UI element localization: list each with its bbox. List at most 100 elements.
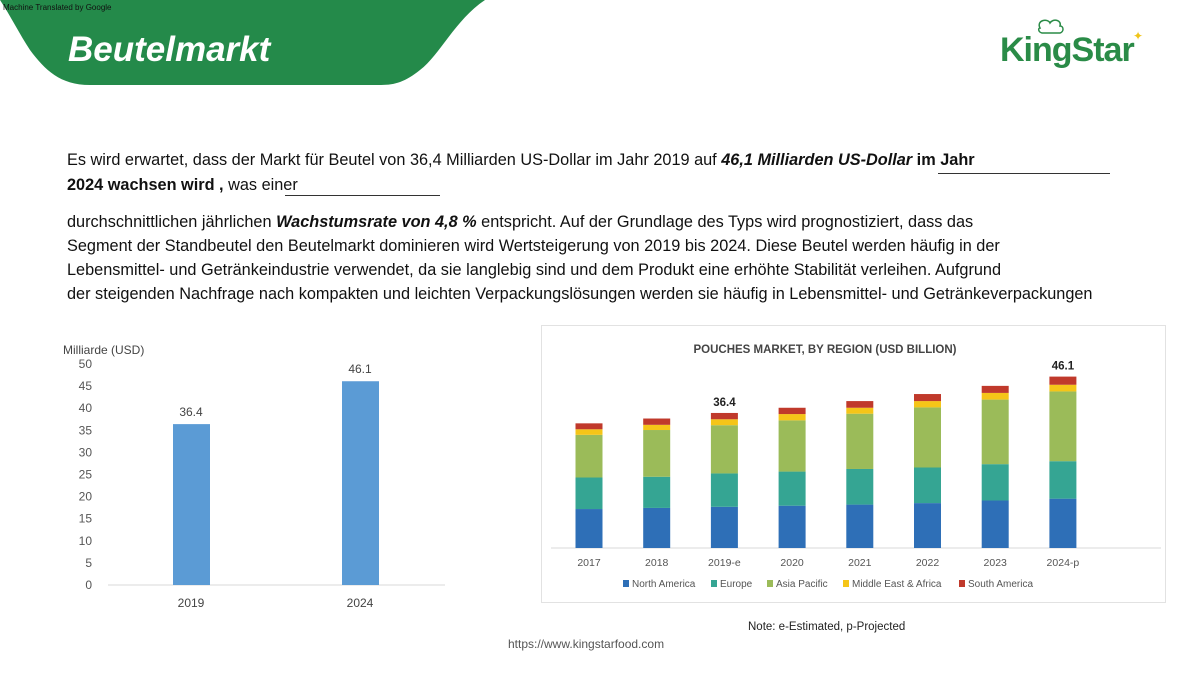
legend-swatch: [959, 580, 965, 587]
para-line-3: Lebensmittel- und Getränkeindustrie verw…: [67, 261, 1002, 279]
segment-middle-east-africa-2018: [643, 424, 671, 431]
segment-north-america-2020: [778, 505, 806, 548]
x-tick-label: 2019-e: [708, 557, 741, 569]
total-annotation: 36.4: [713, 397, 736, 409]
segment-middle-east-africa-2017: [575, 429, 603, 435]
segment-north-america-2022: [914, 503, 941, 548]
legend-entry: South America: [968, 579, 1033, 590]
segment-south-america-2024-p: [1049, 376, 1077, 385]
y-tick-label: 0: [85, 578, 92, 592]
segment-south-america-2018: [643, 418, 671, 425]
machine-translated-label: Machine Translated by Google: [3, 3, 112, 12]
x-tick-label: 2023: [984, 557, 1008, 569]
segment-middle-east-africa-2024-p: [1049, 384, 1077, 392]
text: Es wird erwartet, dass der Markt für Beu…: [67, 151, 722, 169]
intro-line-2: 2024 wachsen wird , was einer: [67, 176, 298, 195]
legend-swatch: [711, 580, 717, 587]
emphasis-rate: Wachstumsrate von 4,8 %: [276, 213, 477, 231]
legend-swatch: [843, 580, 849, 587]
segment-south-america-2021: [846, 401, 874, 408]
y-tick-label: 30: [79, 445, 93, 459]
segment-europe-2024-p: [1049, 461, 1077, 499]
segment-north-america-2018: [643, 507, 671, 548]
legend-entry: Asia Pacific: [776, 579, 828, 590]
x-tick-label: 2017: [577, 557, 601, 569]
text: im Jahr: [912, 151, 975, 169]
underline: [938, 173, 1110, 174]
segment-europe-2019-e: [710, 473, 738, 507]
segment-south-america-2020: [778, 407, 806, 415]
x-tick-label: 2024: [347, 596, 374, 610]
total-annotation: 46.1: [1052, 361, 1075, 373]
legend-swatch: [623, 580, 629, 587]
stacked-bar-chart: POUCHES MARKET, BY REGION (USD BILLION) …: [551, 344, 1161, 590]
legend-entry: Middle East & Africa: [852, 579, 942, 590]
segment-south-america-2017: [575, 423, 603, 430]
svg-text:✦: ✦: [1133, 29, 1143, 43]
text: 2024 wachsen wird ,: [67, 176, 224, 194]
y-tick-label: 15: [79, 512, 93, 526]
legend-entry: North America: [632, 579, 696, 590]
segment-middle-east-africa-2019-e: [710, 419, 738, 426]
text: was einer: [223, 176, 298, 194]
segment-europe-2022: [914, 467, 941, 504]
segment-asia-pacific-2022: [914, 407, 941, 468]
segment-asia-pacific-2021: [846, 413, 874, 469]
y-tick-label: 50: [79, 357, 93, 371]
segment-asia-pacific-2017: [575, 434, 603, 478]
data-label: 36.4: [179, 405, 203, 419]
segment-north-america-2017: [575, 509, 603, 548]
segment-asia-pacific-2020: [778, 420, 806, 472]
y-tick-label: 35: [79, 423, 93, 437]
segment-middle-east-africa-2020: [778, 414, 806, 421]
x-tick-label: 2020: [780, 557, 804, 569]
segment-europe-2020: [778, 471, 806, 506]
para-line-4: der steigenden Nachfrage nach kompakten …: [67, 285, 1093, 303]
right-chart-panel: [541, 325, 1166, 603]
y-tick-label: 10: [79, 534, 93, 548]
y-tick-label: 20: [79, 490, 93, 504]
page-title: Beutelmarkt: [68, 30, 271, 69]
svg-text:KingStar: KingStar: [1000, 31, 1134, 68]
segment-asia-pacific-2018: [643, 430, 671, 477]
segment-north-america-2023: [981, 500, 1009, 548]
y-tick-label: 45: [79, 379, 93, 393]
x-tick-label: 2019: [178, 596, 205, 610]
y-tick-label: 25: [79, 468, 93, 482]
kingstar-logo: KingStar ✦: [1000, 19, 1143, 68]
para-line-2: Segment der Standbeutel den Beutelmarkt …: [67, 237, 1000, 255]
data-label: 46.1: [348, 362, 372, 376]
segment-south-america-2023: [981, 385, 1009, 393]
segment-north-america-2021: [846, 504, 874, 548]
x-tick-label: 2024-p: [1047, 557, 1080, 569]
bar-2019: [173, 424, 210, 585]
segment-middle-east-africa-2022: [914, 401, 941, 408]
bar-2024: [342, 381, 379, 585]
segment-europe-2018: [643, 476, 671, 508]
header-banner: [0, 0, 485, 85]
text: entspricht. Auf der Grundlage des Typs w…: [476, 213, 974, 231]
para-line-1: durchschnittlichen jährlichen Wachstumsr…: [67, 213, 973, 232]
segment-europe-2023: [981, 464, 1009, 501]
y-tick-label: 5: [85, 556, 92, 570]
chart-note: Note: e-Estimated, p-Projected: [748, 621, 906, 633]
segment-south-america-2019-e: [710, 412, 738, 420]
left-bar-chart: Milliarde (USD) 0 5 10 15 20 25 30 35 40 45 50 36.4…: [63, 343, 445, 610]
x-tick-label: 2018: [645, 557, 669, 569]
segment-middle-east-africa-2021: [846, 407, 874, 414]
y-tick-label: 40: [79, 401, 93, 415]
underline: [285, 195, 440, 196]
segment-middle-east-africa-2023: [981, 392, 1009, 400]
intro-line-1: Es wird erwartet, dass der Markt für Beu…: [67, 151, 975, 170]
chart-title: POUCHES MARKET, BY REGION (USD BILLION): [693, 344, 956, 356]
segment-asia-pacific-2023: [981, 399, 1009, 465]
y-axis-label: Milliarde (USD): [63, 343, 144, 357]
segment-south-america-2022: [914, 394, 941, 402]
text: durchschnittlichen jährlichen: [67, 213, 277, 231]
segment-europe-2017: [575, 477, 603, 510]
segment-north-america-2024-p: [1049, 498, 1077, 548]
x-tick-label: 2021: [848, 557, 872, 569]
website-link[interactable]: https://www.kingstarfood.com: [508, 637, 665, 651]
x-tick-label: 2022: [916, 557, 940, 569]
